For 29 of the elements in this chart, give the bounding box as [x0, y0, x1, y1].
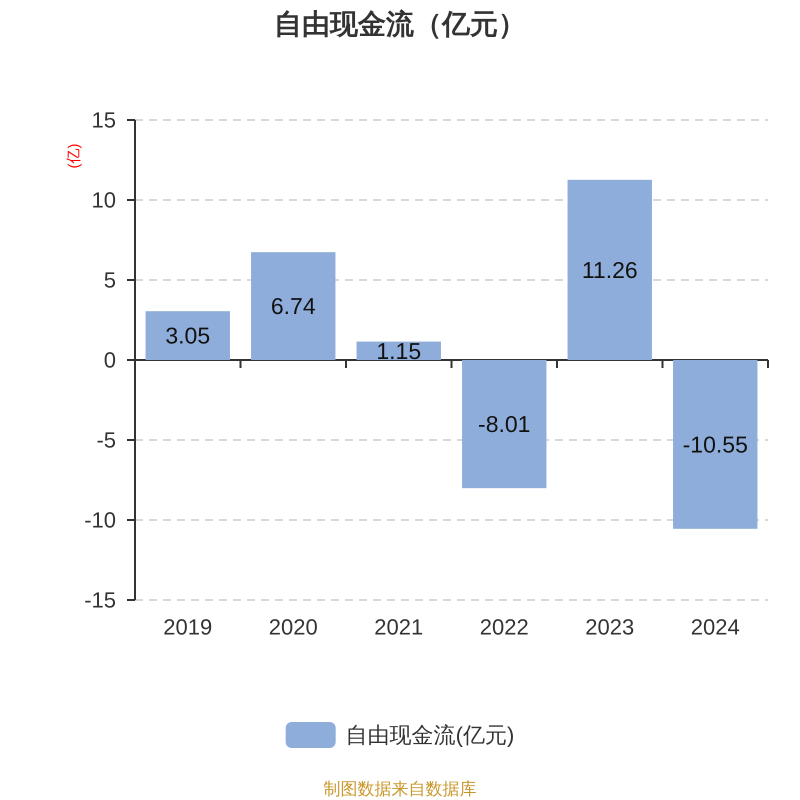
y-tick-label: -5 — [96, 428, 116, 452]
y-tick-label: 10 — [92, 188, 116, 212]
y-tick-label: -15 — [84, 588, 116, 612]
bar — [568, 180, 652, 360]
legend-label: 自由现金流(亿元) — [346, 722, 514, 748]
x-tick-label: 2023 — [585, 614, 634, 640]
data-label: 6.74 — [270, 293, 316, 320]
y-tick-label: 15 — [92, 108, 116, 132]
chart-title: 自由现金流（亿元） — [274, 8, 526, 40]
text: 制图数据来自数据库 — [324, 780, 476, 798]
y-tick-label: 0 — [104, 348, 116, 372]
x-tick-label: 2022 — [480, 614, 529, 640]
bar — [146, 311, 230, 360]
x-tick-label: 2019 — [163, 614, 212, 640]
data-label: 3.05 — [165, 322, 210, 349]
bar — [251, 252, 336, 360]
bar — [462, 360, 546, 488]
data-label: -10.55 — [682, 431, 748, 458]
data-label: 1.15 — [376, 338, 422, 364]
data-label: 11.26 — [582, 256, 638, 283]
data-label: -8.01 — [478, 411, 530, 438]
x-tick-label: 2021 — [374, 614, 424, 640]
bar — [673, 360, 758, 529]
y-axis-title: (亿) — [66, 144, 82, 168]
y-tick-label: 5 — [104, 268, 116, 292]
y-tick-label: -10 — [84, 508, 116, 532]
legend: 自由现金流(亿元) — [286, 722, 514, 748]
x-tick-label: 2024 — [690, 614, 740, 640]
x-tick-label: 2020 — [268, 614, 318, 640]
